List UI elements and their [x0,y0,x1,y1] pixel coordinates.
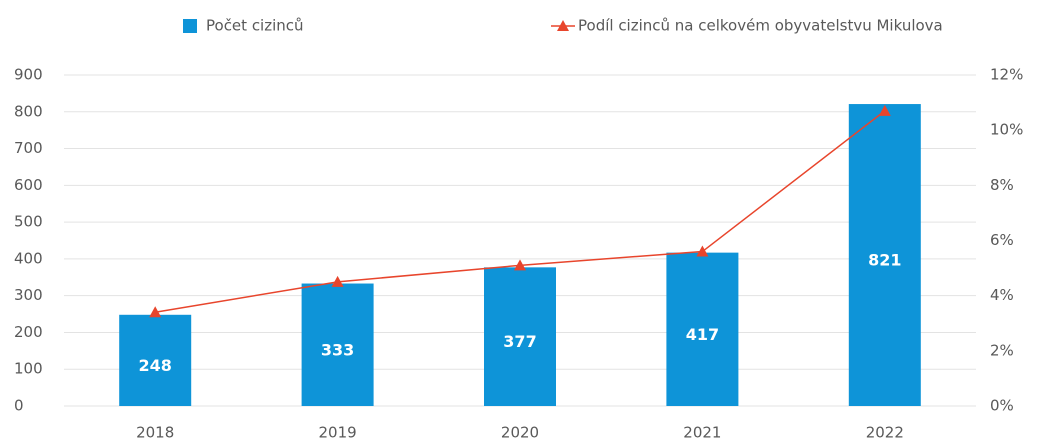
y-tick-label: 200 [14,323,43,341]
legend-label: Počet cizinců [206,17,304,35]
line-marker [696,245,709,257]
x-tick-label: 2019 [319,424,357,442]
y-tick-label: 900 [14,66,43,84]
line-marker [878,104,891,116]
line-marker [331,275,344,287]
value-label: 417 [686,325,719,344]
y-tick-label: 400 [14,249,43,267]
y-tick-label: 500 [14,213,43,231]
line-marker [149,306,162,318]
legend-swatch [183,19,197,33]
x-tick-label: 2022 [866,424,904,442]
value-label: 821 [868,251,901,270]
y2-tick-label: 8% [990,176,1014,194]
y2-tick-label: 10% [990,121,1023,139]
y2-tick-label: 0% [990,397,1014,415]
bar [848,104,921,406]
bar [666,252,739,406]
legend-label: Podíl cizinců na celkovém obyvatelstvu M… [578,17,943,35]
bar [484,267,556,406]
bar [301,283,374,406]
y-tick-label: 600 [14,176,43,194]
y2-tick-label: 6% [990,231,1014,249]
x-tick-label: 2021 [683,424,721,442]
y-tick-label: 0 [14,397,24,415]
y2-tick-label: 4% [990,286,1014,304]
y2-tick-label: 2% [990,341,1014,359]
bar [119,314,192,406]
x-tick-label: 2018 [136,424,174,442]
y-tick-label: 100 [14,360,43,378]
value-label: 248 [138,356,171,375]
y2-tick-label: 12% [990,66,1023,84]
legend-marker [557,20,569,31]
y-tick-label: 800 [14,102,43,120]
y-tick-label: 300 [14,286,43,304]
value-label: 333 [321,340,354,359]
y-tick-label: 700 [14,139,43,157]
line-marker [514,259,526,271]
x-tick-label: 2020 [501,424,539,442]
value-label: 377 [503,332,536,351]
